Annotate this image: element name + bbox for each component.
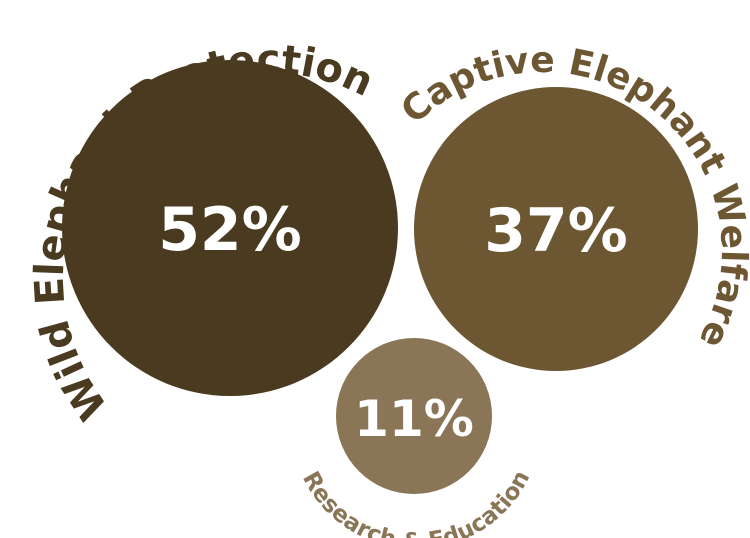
bubble-circle (336, 338, 492, 494)
bubble-research-education: 11% Research & Education (297, 338, 535, 538)
percent-label: 11% (354, 390, 474, 448)
percent-label: 52% (158, 195, 302, 265)
bubble-captive-elephant-welfare: 37% Captive Elephant Welfare (394, 40, 750, 371)
bubble-circle (414, 87, 698, 371)
percent-label: 37% (484, 196, 628, 266)
bubble-circle (62, 60, 398, 396)
bubble-wild-elephant-protection: 52% Wild Elephant Protection (27, 37, 398, 428)
